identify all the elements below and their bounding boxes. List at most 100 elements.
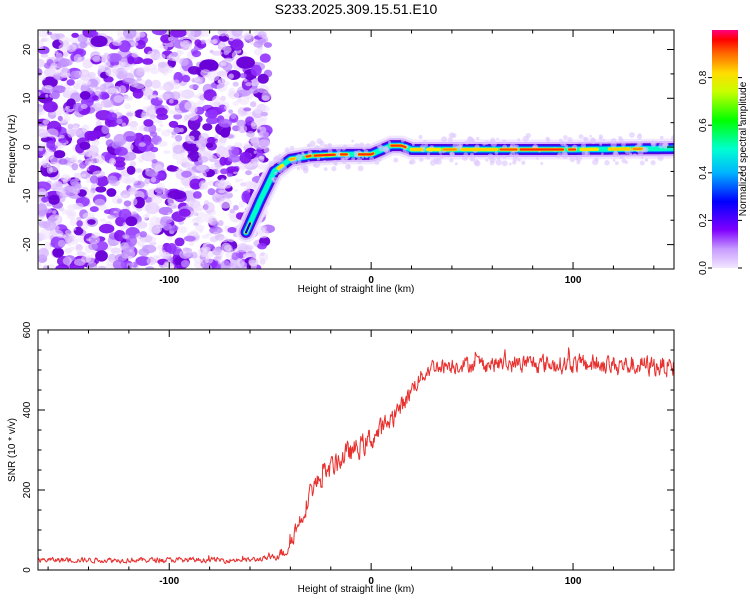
noise-blob (61, 209, 69, 215)
noise-blob (126, 262, 134, 268)
noise-blob (167, 212, 172, 216)
noise-blob (214, 180, 228, 190)
ridge-halo (502, 154, 506, 158)
ridge-halo (633, 153, 637, 157)
ridge-halo (274, 171, 278, 175)
noise-blob (100, 99, 114, 108)
y-tick-label: -20 (22, 237, 33, 252)
ridge-halo (490, 140, 497, 147)
noise-blob (87, 78, 99, 88)
noise-blob (107, 175, 118, 184)
noise-blob (147, 50, 155, 56)
noise-blob (58, 134, 65, 139)
noise-blob (57, 115, 63, 122)
ridge-halo (615, 161, 619, 166)
noise-blob (250, 136, 260, 147)
noise-blob (127, 56, 135, 65)
noise-blob (65, 247, 72, 254)
noise-blob (194, 76, 200, 82)
noise-blob (113, 133, 127, 146)
noise-blob (156, 127, 162, 132)
ridge-halo (307, 160, 310, 163)
ridge-halo (501, 139, 507, 145)
y-tick-label: 0 (22, 567, 33, 573)
noise-blob (209, 101, 215, 106)
noise-blob (174, 104, 180, 109)
noise-blob (135, 221, 148, 229)
x-tick-label: 100 (565, 275, 582, 286)
ridge-halo (574, 156, 579, 161)
ridge-halo (356, 157, 363, 164)
noise-blob (229, 208, 235, 214)
noise-blob (151, 195, 163, 205)
ridge-halo (618, 136, 623, 141)
ridge-halo (489, 160, 495, 166)
noise-blob (188, 241, 195, 247)
noise-blob (116, 181, 121, 185)
noise-blob (47, 264, 56, 269)
ridge-halo (331, 166, 337, 172)
noise-blob (74, 183, 82, 190)
noise-blob (69, 178, 78, 186)
noise-blob (218, 145, 225, 151)
ridge-halo (525, 132, 531, 139)
noise-blob (146, 257, 157, 266)
noise-blob (58, 43, 69, 52)
noise-blob (137, 31, 146, 38)
ridge-halo (411, 143, 415, 147)
y-tick-label: -10 (22, 188, 33, 203)
y-tick-label: 20 (22, 44, 33, 56)
noise-blob (107, 112, 118, 121)
noise-blob (88, 235, 100, 244)
noise-blob (44, 241, 52, 251)
noise-blob (57, 239, 66, 247)
noise-blob (38, 128, 49, 137)
noise-blob (139, 231, 147, 238)
y-tick-label: 600 (22, 321, 33, 338)
noise-blob (179, 39, 192, 49)
ridge-halo (278, 159, 282, 163)
ridge-halo (559, 138, 563, 143)
noise-blob (43, 37, 50, 42)
noise-blob (76, 251, 87, 257)
noise-blob (257, 73, 269, 84)
noise-blob (180, 176, 192, 187)
ridge-halo (351, 157, 356, 162)
noise-blob (149, 131, 158, 137)
noise-blob (90, 51, 101, 62)
noise-blob (73, 54, 82, 64)
noise-blob (260, 252, 265, 256)
noise-blob (79, 162, 87, 169)
noise-blob (135, 39, 146, 50)
ridge-halo (302, 167, 309, 174)
ridge-halo (598, 134, 604, 139)
noise-blob (116, 118, 123, 125)
noise-blob (50, 62, 57, 68)
ridge-halo (404, 151, 410, 156)
noise-blob (82, 151, 87, 155)
ridge-halo (563, 135, 568, 140)
noise-blob (207, 188, 216, 196)
noise-blob (77, 159, 83, 163)
noise-blob (116, 31, 123, 37)
noise-blob (243, 142, 252, 148)
noise-blob (223, 50, 230, 56)
noise-blob (172, 110, 182, 116)
noise-blob (87, 219, 96, 225)
noise-blob (143, 126, 152, 132)
colorbar-label: Normalized spectral amplitude (738, 81, 749, 216)
x-tick-label: 0 (368, 275, 374, 286)
ridge-halo (599, 143, 603, 146)
noise-blob (149, 222, 154, 226)
ridge-halo (496, 137, 499, 141)
ridge-halo (578, 134, 584, 140)
ridge-hotspot (357, 152, 375, 156)
noise-blob (150, 176, 157, 183)
noise-blob (171, 51, 178, 57)
noise-blob (80, 103, 88, 109)
noise-blob (195, 165, 207, 172)
noise-blob (124, 103, 131, 110)
noise-blob (73, 102, 84, 112)
